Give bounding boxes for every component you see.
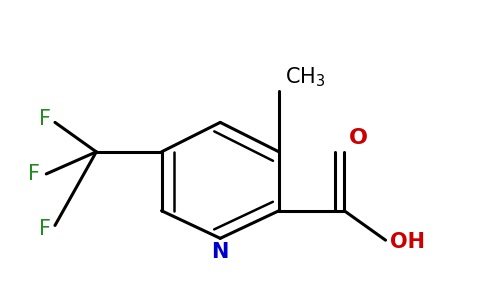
Text: F: F <box>39 219 51 239</box>
Text: F: F <box>28 164 40 184</box>
Text: N: N <box>212 242 229 262</box>
Text: O: O <box>348 128 367 148</box>
Text: CH$_3$: CH$_3$ <box>286 66 326 89</box>
Text: F: F <box>39 109 51 129</box>
Text: OH: OH <box>390 232 425 252</box>
